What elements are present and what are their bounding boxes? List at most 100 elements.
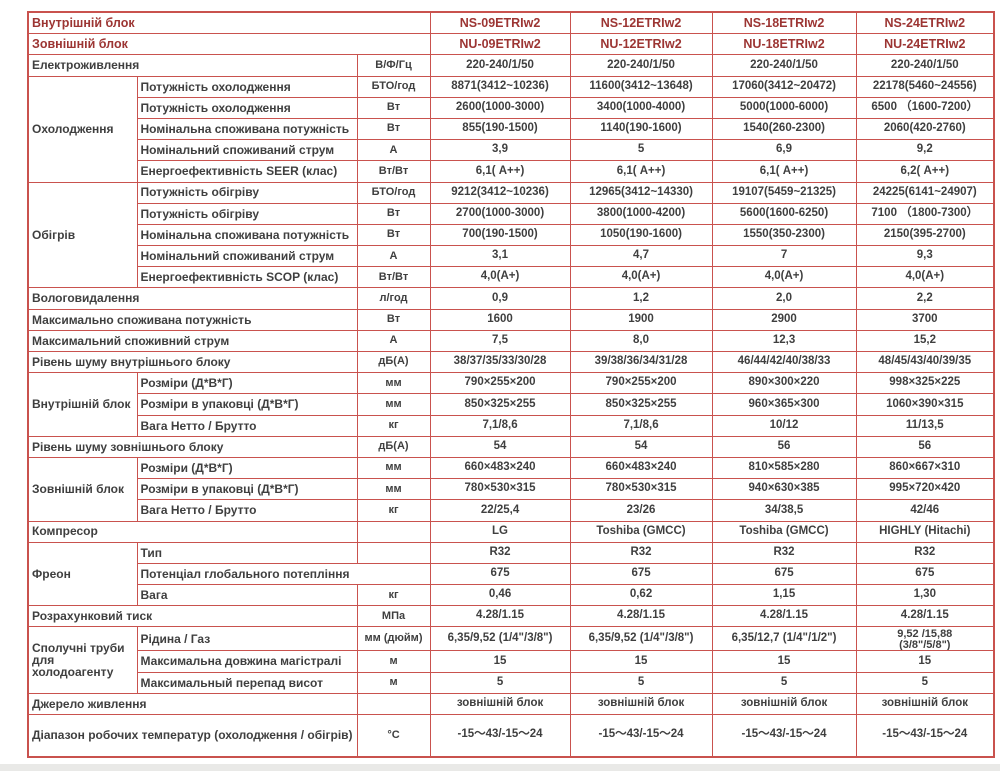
max-current-row: Максимальний споживний струм А 7,5 8,0 1…	[27, 329, 995, 353]
spec-table: Внутрішній блок NS-09ETRIw2 NS-12ETRIw2 …	[27, 11, 996, 758]
value-cell: 17060(3412~20472)	[711, 75, 857, 98]
pipes-row: Максимальна довжина магістралі м 15 15 1…	[28, 650, 995, 673]
unit-cell: м	[356, 650, 431, 673]
value-cell: 780×530×315	[569, 478, 713, 501]
cooling-row: Потужність охолодження Вт 2600(1000-3000…	[28, 96, 995, 119]
value-cell: 23/26	[569, 499, 713, 522]
row-label: Номінальний споживаний струм	[136, 245, 358, 268]
value-cell: R32	[569, 541, 713, 564]
design-pressure-row: Розрахунковий тиск МПа 4.28/1.15 4.28/1.…	[27, 605, 995, 628]
value-cell: 3,1	[429, 245, 571, 268]
row-label: Номінальний споживаний струм	[136, 139, 358, 162]
cooling-row: Охолодження Потужність охолодження БТО/г…	[27, 75, 995, 183]
value-cell: 8871(3412~10236)	[429, 75, 571, 98]
cooling-row: Номінальний споживаний струм А 3,9 5 6,9…	[28, 139, 995, 162]
power-source-row: Джерело живлення зовнішній блок зовнішні…	[27, 692, 995, 716]
row-label: Діапазон робочих температур (охолодження…	[27, 714, 358, 757]
value-cell: 11/13,5	[855, 414, 995, 437]
value-cell: 5	[855, 671, 995, 694]
value-cell: 1,30	[855, 584, 995, 607]
value-cell: -15～43/-15～24	[429, 714, 571, 757]
value-cell: 3800(1000-4200)	[569, 202, 713, 225]
value-cell: 2900	[711, 308, 857, 331]
unit-cell: МПа	[356, 605, 431, 628]
value-cell: 6,35/12,7 (1/4"/1/2")	[711, 626, 857, 652]
value-cell: 7,1/8,6	[429, 414, 571, 437]
value-cell: 660×483×240	[429, 456, 571, 480]
value-cell: 11600(3412~13648)	[569, 75, 713, 98]
value-cell: 54	[569, 435, 713, 458]
value-cell: 5	[711, 671, 857, 694]
outdoor-unit-row: Розміри в упаковці (Д*В*Г) мм 780×530×31…	[28, 478, 995, 501]
value-cell: 940×630×385	[711, 478, 857, 501]
unit-cell: кг	[356, 499, 431, 522]
model-cell: NU-12ETRIw2	[569, 33, 713, 56]
value-cell: 10/12	[711, 414, 857, 437]
value-cell: 15,2	[855, 329, 995, 353]
value-cell: 675	[711, 562, 857, 586]
value-cell: R32	[855, 541, 995, 564]
value-cell: зовнішній блок	[429, 692, 571, 716]
row-label: Максимально споживана потужність	[27, 308, 358, 331]
heating-row: Номінальний споживаний струм А 3,1 4,7 7…	[28, 245, 995, 268]
value-cell: 5	[569, 139, 713, 162]
pipes-row: Максимальный перепад висот м 5 5 5 5	[28, 671, 995, 694]
row-label: Вологовидалення	[27, 287, 358, 310]
row-label: Номінальна споживана потужність	[136, 223, 358, 247]
outdoor-unit-row: Зовнішній блок Розміри (Д*В*Г) мм 660×48…	[27, 456, 995, 522]
group-label: Фреон	[27, 541, 138, 607]
value-cell: 15	[569, 650, 713, 673]
row-label: Максимальний споживний струм	[27, 329, 358, 353]
value-cell: 42/46	[855, 499, 995, 522]
pipes-row: Сполучні труби для холодоагенту Рідина /…	[27, 626, 995, 694]
unit-cell: В/Ф/Гц	[356, 54, 431, 77]
row-label: Потужність охолодження	[136, 75, 358, 98]
value-cell: 6,35/9,52 (1/4"/3/8")	[569, 626, 713, 652]
value-cell: 12965(3412~14330)	[569, 181, 713, 204]
value-cell: 5600(1600-6250)	[711, 202, 857, 225]
value-cell: 850×325×255	[569, 393, 713, 416]
value-cell: 1,2	[569, 287, 713, 310]
row-label: Компресор	[27, 520, 358, 543]
indoor-unit-row: Внутрішній блок Розміри (Д*В*Г) мм 790×2…	[27, 372, 995, 437]
value-cell: 4.28/1.15	[711, 605, 857, 628]
row-label: Джерело живлення	[27, 692, 358, 716]
indoor-model-row: Внутрішній блок NS-09ETRIw2 NS-12ETRIw2 …	[27, 11, 995, 35]
value-cell: 0,62	[569, 584, 713, 607]
row-label: Потужність охолодження	[136, 96, 358, 119]
unit-cell: БТО/год	[356, 181, 431, 204]
row-label: Вага Нетто / Брутто	[136, 499, 358, 522]
unit-cell: Вт	[356, 117, 431, 141]
value-cell: 4.28/1.15	[569, 605, 713, 628]
row-label: Зовнішній блок	[27, 33, 431, 56]
refrigerant-row: Вага кг 0,46 0,62 1,15 1,30	[28, 584, 995, 607]
unit-cell: дБ(А)	[356, 435, 431, 458]
model-cell: NU-24ETRIw2	[855, 33, 995, 56]
value-cell: 38/37/35/33/30/28	[429, 350, 571, 374]
value-cell: 855(190-1500)	[429, 117, 571, 141]
model-cell: NS-18ETRIw2	[711, 11, 857, 35]
unit-cell: мм	[356, 456, 431, 480]
value-cell: 790×255×200	[429, 372, 571, 395]
value-cell: 15	[855, 650, 995, 673]
value-cell: 6,35/9,52 (1/4"/3/8")	[429, 626, 571, 652]
indoor-noise-row: Рівень шуму внутрішнього блоку дБ(А) 38/…	[27, 350, 995, 374]
refrigerant-row: Фреон Тип R32 R32 R32 R32	[27, 541, 995, 607]
unit-cell: Вт/Вт	[356, 266, 431, 289]
row-label: Потенціал глобального потепління	[136, 562, 431, 586]
refrigerant-row: Потенціал глобального потепління 675 675…	[28, 562, 995, 586]
value-cell: 5000(1000-6000)	[711, 96, 857, 119]
unit-cell	[356, 520, 431, 543]
value-cell: LG	[429, 520, 571, 543]
value-cell: 6,1( А++)	[569, 160, 713, 183]
value-cell: 675	[569, 562, 713, 586]
row-label: Тип	[136, 541, 358, 564]
unit-cell: °С	[356, 714, 431, 757]
value-cell: -15～43/-15～24	[711, 714, 857, 757]
value-cell: 1060×390×315	[855, 393, 995, 416]
row-label: Потужність обігріву	[136, 202, 358, 225]
unit-cell: мм	[356, 372, 431, 395]
heating-row: Обігрів Потужність обігріву БТО/год 9212…	[27, 181, 995, 289]
unit-cell: БТО/год	[356, 75, 431, 98]
unit-cell: м	[356, 671, 431, 694]
